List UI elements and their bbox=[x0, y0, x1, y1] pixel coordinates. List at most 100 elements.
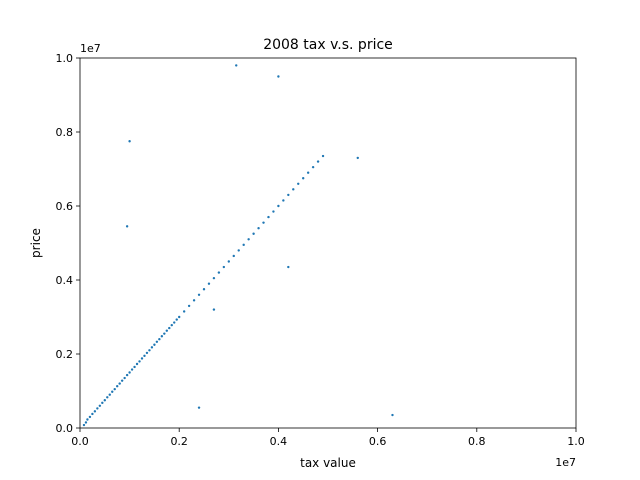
scatter-point bbox=[125, 373, 129, 377]
scatter-point bbox=[207, 282, 211, 285]
scatter-point bbox=[287, 265, 290, 269]
scatter-point bbox=[202, 288, 206, 291]
scatter-point bbox=[125, 225, 129, 228]
scatter-point bbox=[277, 75, 280, 78]
scatter-point bbox=[88, 415, 92, 419]
scatter-point bbox=[153, 343, 156, 346]
scatter-point bbox=[232, 254, 235, 258]
x-axis-ticks: 0.0 0.2 0.4 0.6 0.8 1.0 bbox=[71, 428, 585, 448]
scatter-point bbox=[168, 326, 171, 330]
scatter-point bbox=[287, 193, 290, 197]
scatter-point bbox=[140, 357, 144, 360]
scatter-point bbox=[101, 401, 104, 405]
y-tick-label: 0.4 bbox=[56, 274, 74, 287]
scatter-point bbox=[120, 379, 124, 382]
x-tick-label: 0.4 bbox=[270, 435, 288, 448]
y-tick-label: 0.6 bbox=[56, 200, 74, 213]
scatter-point bbox=[267, 215, 270, 219]
scatter-point bbox=[217, 271, 221, 274]
scatter-point bbox=[150, 346, 154, 349]
scatter-point bbox=[128, 140, 131, 143]
scatter-point bbox=[292, 188, 295, 191]
scatter-point bbox=[257, 227, 260, 230]
scatter-point bbox=[123, 376, 126, 380]
scatter-point bbox=[93, 410, 97, 413]
scatter-point bbox=[262, 221, 265, 224]
scatter-point bbox=[106, 396, 109, 399]
scatter-point bbox=[311, 165, 315, 169]
scatter-point bbox=[212, 308, 216, 311]
scatter-point bbox=[178, 315, 181, 319]
y-tick-label: 0.8 bbox=[56, 126, 74, 139]
scatter-point bbox=[130, 368, 134, 371]
x-tick-label: 0.2 bbox=[170, 435, 188, 448]
scatter-point bbox=[113, 387, 116, 391]
scatter-point bbox=[158, 338, 161, 341]
scatter-point bbox=[170, 323, 173, 327]
x-tick-label: 0.6 bbox=[369, 435, 387, 448]
scatter-point bbox=[277, 204, 280, 208]
scatter-point bbox=[391, 413, 394, 417]
scatter-point bbox=[235, 64, 238, 67]
scatter-point bbox=[302, 177, 305, 180]
scatter-point bbox=[96, 407, 99, 410]
scatter-point bbox=[297, 182, 300, 185]
scatter-point bbox=[143, 354, 146, 358]
y-axis-label: price bbox=[29, 228, 43, 258]
y-offset-text: 1e7 bbox=[80, 42, 101, 55]
scatter-point bbox=[272, 210, 275, 213]
scatter-point bbox=[91, 412, 94, 416]
x-tick-label: 1.0 bbox=[567, 435, 585, 448]
scatter-point bbox=[321, 154, 325, 158]
scatter-point bbox=[247, 238, 250, 241]
scatter-point bbox=[133, 365, 136, 369]
scatter-point bbox=[306, 171, 310, 174]
scatter-point bbox=[103, 399, 107, 402]
x-offset-text: 1e7 bbox=[555, 456, 576, 469]
scatter-point bbox=[128, 371, 131, 374]
scatter-point bbox=[242, 243, 245, 247]
chart-title: 2008 tax v.s. price bbox=[263, 37, 393, 53]
scatter-point bbox=[192, 299, 196, 302]
scatter-point bbox=[118, 382, 121, 385]
scatter-point bbox=[116, 384, 119, 388]
scatter-point bbox=[173, 321, 176, 324]
scatter-point bbox=[163, 332, 166, 335]
scatter-point bbox=[187, 304, 191, 308]
scatter-point bbox=[155, 340, 159, 343]
scatter-point bbox=[108, 393, 111, 396]
scatter-point bbox=[182, 310, 186, 313]
scatter-point bbox=[148, 349, 151, 352]
scatter-point bbox=[282, 199, 285, 202]
x-tick-label: 0.8 bbox=[468, 435, 486, 448]
scatter-point bbox=[135, 362, 139, 366]
scatter-point bbox=[86, 418, 89, 421]
scatter-point bbox=[316, 160, 320, 163]
scatter-point bbox=[98, 404, 102, 407]
y-tick-label: 0.2 bbox=[56, 348, 74, 361]
scatter-point bbox=[175, 318, 178, 321]
scatter-point bbox=[160, 335, 164, 338]
x-tick-label: 0.0 bbox=[71, 435, 89, 448]
plot-frame bbox=[79, 57, 577, 429]
scatter-point bbox=[145, 351, 149, 355]
scatter-point bbox=[138, 360, 141, 363]
scatter-point bbox=[222, 265, 226, 269]
scatter-point bbox=[356, 156, 359, 160]
y-tick-label: 1.0 bbox=[56, 52, 74, 65]
scatter-point bbox=[111, 390, 114, 393]
scatter-point bbox=[197, 293, 201, 296]
scatter-point bbox=[82, 423, 86, 427]
scatter-point bbox=[227, 260, 230, 263]
scatter-point bbox=[197, 406, 201, 409]
y-tick-label: 0.0 bbox=[56, 422, 74, 435]
scatter-point bbox=[252, 232, 255, 235]
scatter-point bbox=[237, 249, 240, 252]
scatter-point bbox=[84, 421, 88, 424]
scatter-point bbox=[165, 329, 168, 332]
scatter-point bbox=[212, 276, 216, 280]
scatter-points bbox=[82, 64, 394, 427]
y-axis-ticks: 0.0 0.2 0.4 0.6 0.8 1.0 bbox=[56, 52, 80, 435]
